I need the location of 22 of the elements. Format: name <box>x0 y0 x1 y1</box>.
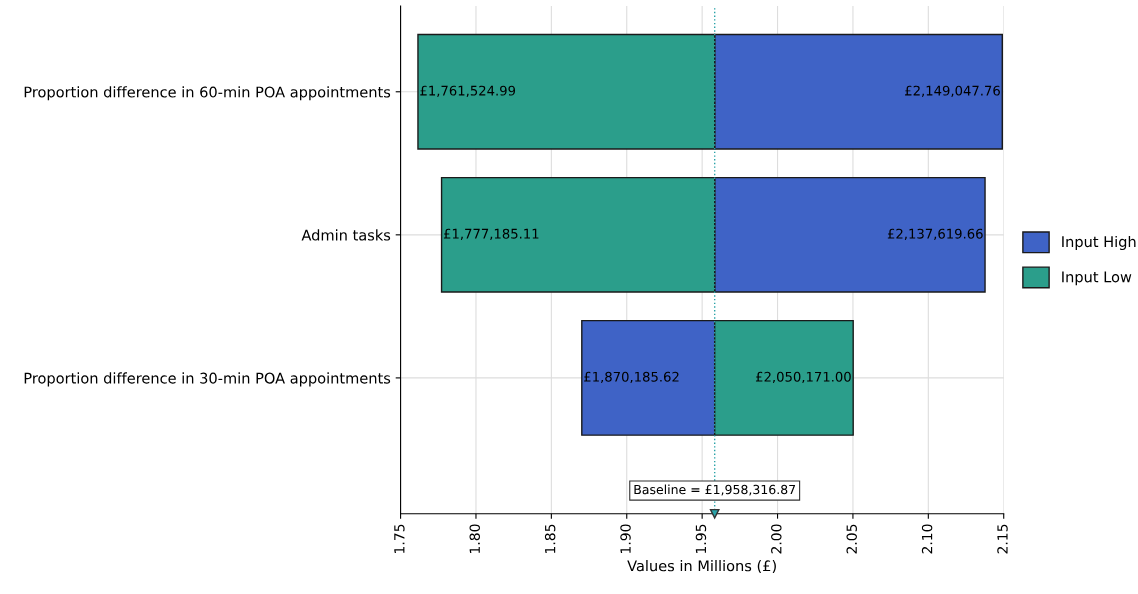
legend-label: Input Low <box>1062 271 1132 286</box>
x-tick-label: 2.05 <box>846 524 857 554</box>
x-tick-label: 1.85 <box>544 524 556 553</box>
ref-line-label: Baseline = £1,958,316.87 <box>634 484 796 496</box>
x-tick-label: 1.80 <box>469 524 480 553</box>
x-tick-label: 1.90 <box>620 524 631 553</box>
x-tick-label: 2.10 <box>921 524 933 554</box>
annotation: £2,149,047.76 <box>905 85 1000 97</box>
legend-label: Input High <box>1062 235 1136 250</box>
x-tick-label: 2.15 <box>997 524 1008 554</box>
y-tick-label: Proportion difference in 60-min POA appointments <box>24 86 391 101</box>
annotation: £1,870,185.62 <box>584 371 679 384</box>
annotation: £2,137,619.66 <box>887 228 983 241</box>
x-axis-title: Values in Millions (£) <box>627 560 776 574</box>
annotation: £2,050,171.00 <box>755 371 851 384</box>
annotation: £1,777,185.11 <box>443 228 539 241</box>
x-tick-label: 1.75 <box>394 524 405 553</box>
y-tick-label: Proportion difference in 30-min POA appointments <box>24 372 391 387</box>
x-tick-label: 1.95 <box>695 524 707 553</box>
annotation: £1,761,524.99 <box>420 85 516 97</box>
x-tick-label: 2.00 <box>771 524 782 554</box>
y-tick-label: Admin tasks <box>301 229 391 241</box>
